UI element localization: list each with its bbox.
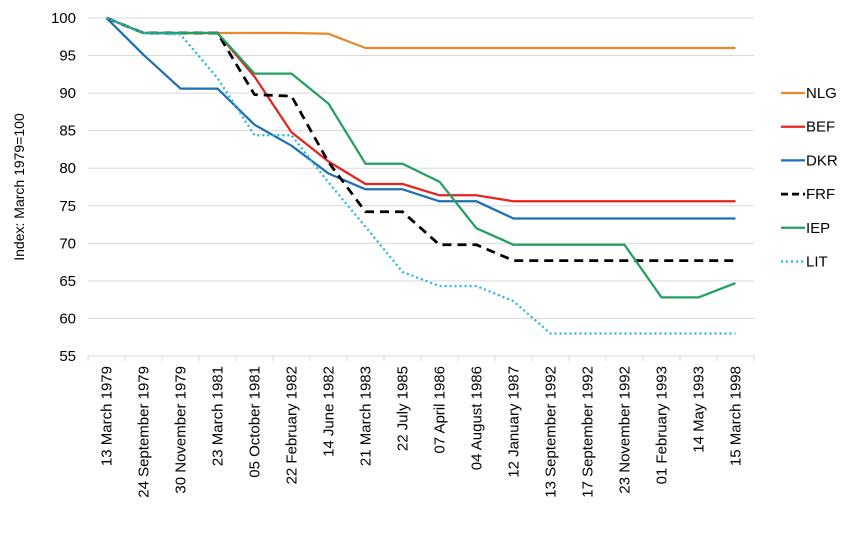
x-tick-label: 13 March 1979 [99, 366, 116, 466]
x-tick-label: 30 November 1979 [173, 366, 190, 494]
x-tick-label: 13 September 1992 [543, 366, 560, 498]
x-axis-ticks: 13 March 1979 24 September 1979 30 Novembe… [99, 366, 745, 498]
series-line-dkr [105, 17, 736, 220]
x-tick-label: 15 March 1998 [728, 366, 745, 466]
x-tick-label: 05 October 1981 [247, 366, 264, 478]
y-tick-label: 95 [59, 48, 76, 65]
legend-label-lit: LIT [806, 254, 828, 271]
y-tick-label: 70 [59, 235, 76, 252]
x-tick-label: 04 August 1986 [469, 366, 486, 470]
y-axis-title: Index: March 1979=100 [11, 113, 27, 261]
y-tick-label: 100 [51, 10, 76, 27]
series-lines [105, 16, 736, 335]
series-line-iep [106, 16, 736, 299]
y-tick-label: 55 [59, 348, 76, 365]
y-tick-label: 90 [59, 85, 76, 102]
x-tick-label: 21 March 1983 [358, 366, 375, 466]
x-tick-label: 14 May 1993 [691, 366, 708, 453]
y-tick-label: 80 [59, 160, 76, 177]
x-tick-label: 22 February 1982 [284, 366, 301, 484]
y-tick-label: 60 [59, 310, 76, 327]
gridlines [88, 17, 754, 319]
legend-label-nlg: NLG [806, 85, 837, 102]
y-tick-label: 75 [59, 198, 76, 215]
x-tick-label: 24 September 1979 [136, 366, 153, 498]
x-tick-label: 22 July 1985 [395, 366, 412, 451]
legend-label-dkr: DKR [806, 152, 838, 169]
y-tick-label: 65 [59, 273, 76, 290]
x-tick-label: 17 September 1992 [580, 366, 597, 498]
series-line-frf [105, 16, 736, 262]
x-tick-label: 14 June 1982 [321, 366, 338, 457]
legend-label-frf: FRF [806, 186, 835, 203]
x-tick-label: 07 April 1986 [432, 366, 449, 454]
y-tick-label: 85 [59, 123, 76, 140]
y-axis-ticks: 55 60 65 70 75 80 85 90 95 100 [51, 10, 76, 365]
series-line-lit [106, 16, 736, 335]
x-axis [87, 355, 755, 361]
legend: NLG BEF DKR FRF IEP LIT [781, 85, 838, 271]
x-tick-label: 01 February 1993 [654, 366, 671, 484]
legend-label-iep: IEP [806, 220, 830, 237]
x-tick-label: 23 March 1981 [210, 366, 227, 466]
x-tick-label: 12 January 1987 [506, 366, 523, 478]
legend-label-bef: BEF [806, 119, 835, 136]
x-tick-label: 23 November 1992 [617, 366, 634, 494]
